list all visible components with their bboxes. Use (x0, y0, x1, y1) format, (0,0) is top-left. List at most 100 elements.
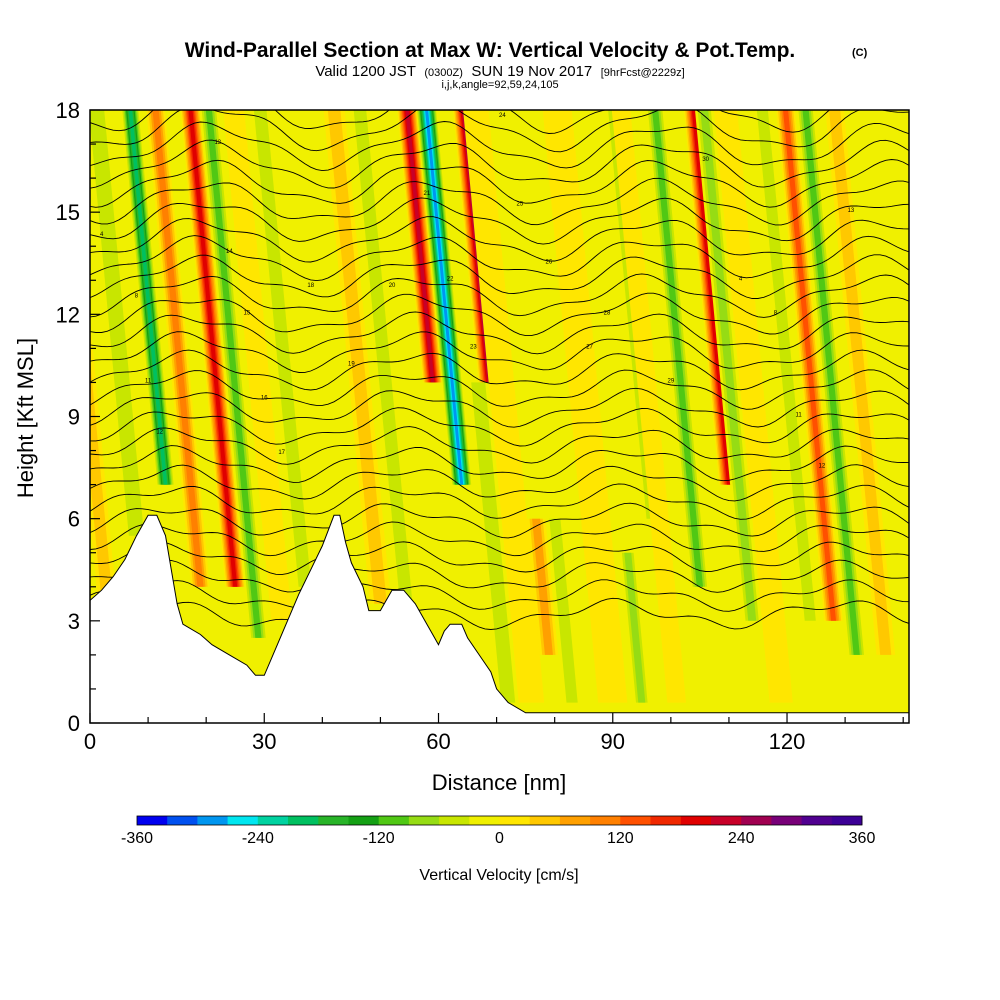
x-tick-label: 0 (84, 729, 96, 754)
velocity-band (652, 110, 703, 587)
colorbar-swatch (680, 816, 712, 825)
theta-contour-line (90, 369, 909, 410)
title-group: Wind-Parallel Section at Max W: Vertical… (185, 39, 868, 91)
theta-contour-label: 25 (516, 201, 523, 207)
theta-contour-line (90, 502, 909, 539)
velocity-band (293, 110, 363, 604)
theta-contour-line (90, 121, 909, 172)
x-tick-label: 90 (601, 729, 625, 754)
x-axis-label: Distance [nm] (432, 770, 567, 795)
theta-contour-label: 8 (774, 310, 778, 316)
theta-contour-label: 20 (389, 283, 396, 289)
theta-contours (90, 110, 909, 630)
theta-contour-line (90, 331, 909, 373)
velocity-band (253, 110, 312, 587)
colorbar-tick-label: -360 (121, 830, 153, 847)
theta-contour-label: 24 (499, 113, 506, 119)
velocity-band (829, 110, 892, 655)
colorbar-swatch (288, 816, 319, 825)
theta-contour-line (90, 445, 909, 483)
theta-contour-line (90, 139, 909, 189)
theta-contour-line (90, 254, 909, 299)
colorbar-swatch (378, 816, 410, 825)
theta-contour-label: 22 (447, 276, 454, 282)
colorbar-tick-label: -240 (242, 830, 274, 847)
y-axis-label: Height [Kft MSL] (13, 338, 38, 498)
colorbar-swatch (469, 816, 500, 825)
theta-contour-label: 15 (243, 310, 250, 316)
theta-contour-label: 30 (702, 157, 709, 163)
colorbar-swatch (650, 816, 682, 825)
theta-contour-label: 8 (135, 293, 139, 299)
theta-contour-line (90, 579, 909, 612)
velocity-band (128, 110, 168, 485)
theta-contour-line (90, 110, 831, 134)
velocity-band (90, 358, 113, 604)
theta-contour-label: 26 (546, 259, 553, 265)
theta-contour-line (90, 197, 909, 245)
theta-contour-label: 12 (156, 430, 163, 436)
colorbar-frame (136, 815, 863, 826)
theta-contour-line (90, 597, 909, 630)
subtitle-utc: (0300Z) (424, 67, 463, 79)
colorbar-tick-label: 120 (607, 830, 634, 847)
theta-contour-label: 4 (739, 276, 743, 282)
colorbar-tick-label: -120 (363, 830, 395, 847)
theta-contour-label: 27 (586, 344, 593, 350)
colorbar-swatch (348, 816, 380, 825)
theta-contour-label: 11 (796, 413, 803, 419)
theta-contour-label: 14 (226, 249, 233, 255)
theta-contour-line (90, 483, 909, 520)
y-tick-label: 9 (68, 405, 80, 430)
colorbar-swatch (257, 816, 289, 825)
x-tick-label: 30 (252, 729, 276, 754)
theta-contour-line (90, 292, 909, 337)
theta-contour-label: 4 (100, 232, 104, 238)
y-tick-label: 12 (56, 302, 80, 327)
theta-contour-line (90, 407, 909, 447)
colorbar-swatch (227, 816, 259, 825)
velocity-band (714, 110, 793, 703)
velocity-band (205, 110, 262, 638)
velocity-band (624, 552, 646, 703)
colorbar-swatch (529, 816, 561, 825)
theta-contour-label: 29 (668, 378, 675, 384)
colorbar-swatch (167, 816, 198, 825)
colorbar-tick-labels: -360 -240 -120 0 120 240 360 (121, 830, 875, 847)
velocity-band (471, 382, 516, 703)
theta-contour-line (90, 273, 909, 318)
plot-field: 4 8 11 12 13 14 15 16 17 18 19 20 21 22 23 24 25 26 27 28 29… (90, 110, 909, 723)
theta-contour-line (90, 464, 909, 502)
theta-contour-line (90, 311, 909, 355)
theta-contour-label: 23 (470, 344, 477, 350)
theta-contour-label: 28 (604, 310, 611, 316)
colorbar-swatch (137, 816, 168, 825)
theta-contour-label: 17 (278, 450, 285, 456)
chart-subtitle-indices: i,j,k,angle=92,59,24,105 (441, 79, 558, 91)
theta-contour-line (90, 541, 909, 576)
colorbar-swatch (408, 816, 440, 825)
velocity-band (700, 110, 757, 621)
velocity-band (327, 110, 387, 604)
theta-contour-line (90, 387, 909, 428)
y-axis-ticks: 0 3 6 9 12 15 18 (56, 98, 100, 736)
x-tick-label: 60 (426, 729, 450, 754)
velocity-band (425, 110, 464, 485)
theta-contour-label: 18 (307, 283, 314, 289)
colorbar-swatch (197, 816, 228, 825)
velocity-band (188, 110, 238, 587)
colorbar-label: Vertical Velocity [cm/s] (419, 867, 578, 884)
theta-contour-label: 19 (348, 361, 355, 367)
theta-contour-line (90, 559, 909, 593)
colorbar-swatch (559, 816, 591, 825)
theta-contour-line (90, 159, 909, 208)
title-copyright-mark: (C) (852, 47, 868, 59)
y-tick-label: 3 (68, 609, 80, 634)
y-tick-label: 0 (68, 711, 80, 736)
velocity-band (691, 110, 731, 485)
theta-contour-line (90, 216, 909, 263)
theta-contour-labels: 4 8 11 12 13 14 15 16 17 18 19 20 21 22 23 24 25 26 27 28 29… (100, 113, 855, 470)
subtitle-date: SUN 19 Nov 2017 (471, 63, 592, 80)
theta-contour-label: 21 (424, 191, 431, 197)
